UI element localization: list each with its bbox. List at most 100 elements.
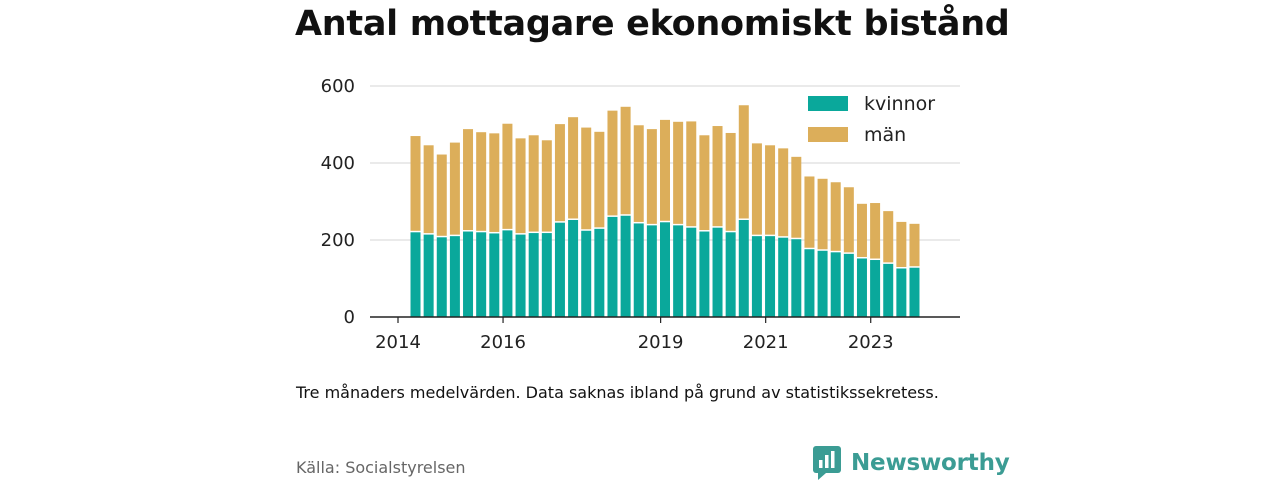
bar-män-2022-11 [856,203,867,257]
bar-kvinnor-2014-08 [423,234,434,317]
bar-män-2017-02 [554,124,565,222]
bar-kvinnor-2018-02 [607,216,618,317]
bar-män-2014-05 [410,136,421,231]
bar-män-2014-08 [423,145,434,234]
legend-label-män: män [864,124,906,146]
bar-män-2018-02 [607,110,618,216]
bar-män-2021-02 [765,145,776,235]
bar-kvinnor-2022-02 [817,250,828,317]
bar-kvinnor-2020-02 [712,227,723,317]
bar-kvinnor-2018-11 [646,225,657,317]
x-axis-ticks: 2014 2016 2019 2021 2023 [375,317,894,353]
bar-kvinnor-2016-11 [541,233,552,317]
bar-män-2015-11 [489,133,500,232]
bar-män-2015-05 [463,129,474,231]
bar-män-2015-02 [449,142,460,235]
x-tick-label: 2021 [743,332,789,353]
legend-swatch-kvinnor [808,96,848,111]
bar-kvinnor-2023-08 [896,268,907,317]
bar-män-2023-11 [909,223,920,267]
bar-män-2018-05 [620,106,631,215]
bar-män-2018-11 [646,129,657,224]
bar-kvinnor-2019-05 [673,225,684,317]
bar-kvinnor-2020-05 [725,232,736,317]
bar-kvinnor-2017-02 [554,222,565,317]
bar-kvinnor-2017-08 [581,230,592,317]
legend-label-kvinnor: kvinnor [864,93,935,115]
bar-män-2019-08 [686,121,697,227]
bar-kvinnor-2014-05 [410,232,421,317]
legend: kvinnor män [808,93,935,146]
bar-kvinnor-2021-08 [791,239,802,317]
bar-män-2021-08 [791,156,802,238]
legend-swatch-män [808,127,848,142]
bar-män-2020-05 [725,132,736,231]
bar-kvinnor-2022-11 [856,258,867,317]
bar-kvinnor-2016-02 [502,230,513,317]
bar-kvinnor-2018-08 [633,223,644,317]
bar-kvinnor-2015-02 [449,236,460,317]
bar-kvinnor-2023-05 [883,263,894,317]
chart-note: Tre månaders medelvärden. Data saknas ib… [296,383,939,402]
bar-män-2022-05 [830,182,841,251]
bar-kvinnor-2020-08 [738,219,749,317]
bar-män-2021-11 [804,176,815,248]
bar-män-2016-05 [515,138,526,234]
bar-chart-speech-bubble-icon [813,446,841,480]
source-label: Källa: Socialstyrelsen [296,458,466,477]
bar-män-2014-11 [436,154,447,236]
y-axis-ticks: 0 200 400 600 [321,76,355,328]
brand-name: Newsworthy [851,450,1010,476]
bar-män-2019-11 [699,135,710,231]
bar-kvinnor-2015-11 [489,233,500,317]
bar-kvinnor-2022-08 [843,253,854,317]
y-tick-label: 0 [344,307,355,328]
bar-män-2017-08 [581,127,592,230]
x-tick-label: 2014 [375,332,421,353]
brand-logo[interactable]: Newsworthy [813,446,1010,480]
bar-kvinnor-2014-11 [436,237,447,317]
bar-män-2023-08 [896,221,907,267]
bar-män-2022-08 [843,187,854,253]
bar-kvinnor-2017-11 [594,228,605,317]
bar-kvinnor-2019-02 [660,222,670,317]
y-tick-label: 600 [321,76,355,97]
bar-män-2016-08 [528,135,539,232]
bar-kvinnor-2022-05 [830,252,841,317]
bar-kvinnor-2019-08 [686,227,697,317]
y-tick-label: 400 [321,153,355,174]
bar-män-2015-08 [476,132,487,231]
bar-kvinnor-2016-05 [515,234,526,317]
bar-kvinnor-2023-02 [870,260,881,317]
bar-män-2021-05 [778,148,789,237]
bar-män-2023-05 [883,211,894,263]
bar-män-2020-08 [738,105,749,219]
bar-kvinnor-2016-08 [528,233,539,317]
bar-kvinnor-2019-11 [699,231,710,317]
bar-män-2017-11 [594,131,605,228]
bar-kvinnor-2018-05 [620,215,631,317]
x-tick-label: 2023 [848,332,894,353]
bar-män-2022-02 [817,178,828,250]
bars [410,105,920,317]
bar-män-2020-02 [712,126,723,227]
bar-män-2019-05 [673,121,684,224]
bar-män-2020-11 [751,143,762,235]
bar-chart: 2014 2016 2019 2021 2023 0 200 400 600 kvinnor m… [321,76,960,353]
bar-män-2019-02 [660,119,670,221]
bar-kvinnor-2015-08 [476,232,487,317]
chart-title: Antal mottagare ekonomiskt bistånd [295,4,1010,44]
bar-kvinnor-2021-02 [765,236,776,317]
bar-kvinnor-2021-11 [804,249,815,317]
bar-kvinnor-2020-11 [751,236,762,317]
bar-män-2016-11 [541,140,552,232]
bar-kvinnor-2021-05 [778,237,789,317]
x-tick-label: 2016 [480,332,526,353]
bar-män-2016-02 [502,123,513,229]
bar-män-2023-02 [870,203,881,259]
bar-män-2017-05 [568,117,579,219]
bar-män-2018-08 [633,125,644,222]
x-tick-label: 2019 [638,332,684,353]
bar-kvinnor-2015-05 [463,231,474,317]
bar-kvinnor-2023-11 [909,267,920,317]
